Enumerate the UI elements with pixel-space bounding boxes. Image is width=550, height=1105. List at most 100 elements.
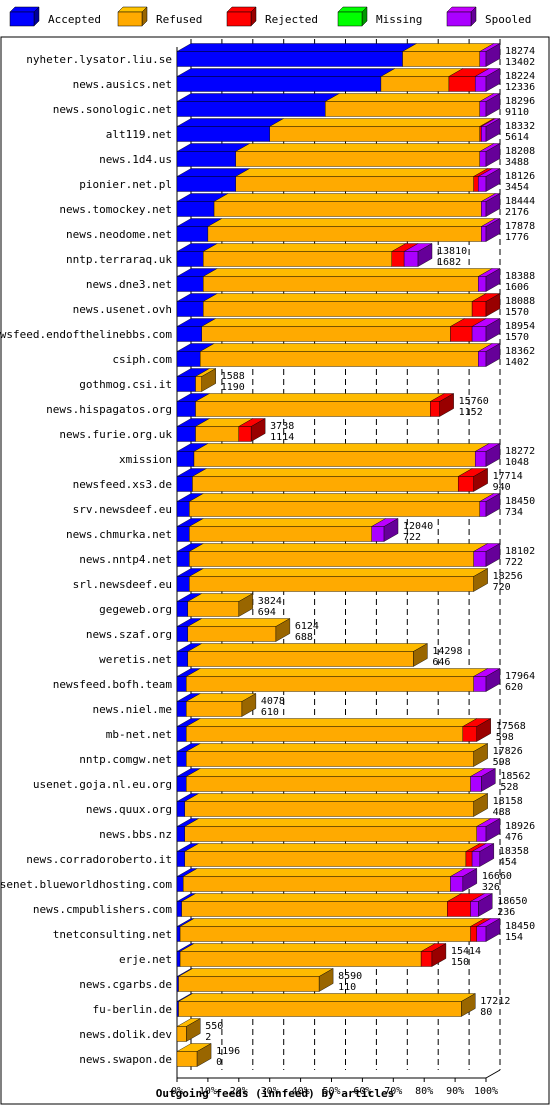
bar-row-4	[176, 143, 501, 167]
category-label: news.usenet.ovh	[73, 303, 172, 316]
bar-side-rejected	[431, 943, 447, 967]
category-label: news.corradoroberto.it	[26, 853, 172, 866]
bar-side-refused	[186, 1018, 201, 1042]
bar-segment-refused	[325, 101, 481, 117]
x-tick-label: 0%	[171, 1086, 183, 1097]
bar-segment-spooled	[479, 501, 487, 517]
x-tick-label: 40%	[292, 1086, 310, 1097]
bar-segment-accepted	[176, 601, 189, 617]
x-tick-label: 30%	[261, 1086, 279, 1097]
bar-row-7	[176, 218, 501, 242]
value-label-accepted: 688	[295, 632, 313, 643]
legend-swatch-missing	[337, 11, 363, 27]
bar-segment-refused	[184, 851, 467, 867]
bar-row-13	[176, 368, 217, 392]
bar-side-refused	[473, 568, 488, 592]
bar-segment-spooled	[473, 676, 487, 692]
bar-row-23	[176, 618, 291, 642]
bar-segment-spooled	[479, 151, 487, 167]
bar-side-spooled	[485, 918, 501, 942]
bar-segment-rejected	[465, 851, 473, 867]
bar-row-26	[176, 693, 257, 717]
value-label-offered: 18126	[505, 171, 535, 182]
value-label-offered: 12040	[403, 521, 433, 532]
bar-segment-refused	[269, 126, 481, 142]
bar-segment-spooled	[479, 101, 487, 117]
value-label-offered: 17878	[505, 221, 535, 232]
bar-side-spooled	[481, 768, 496, 792]
value-label-offered: 18274	[505, 46, 535, 57]
category-label: gegeweb.org	[99, 603, 172, 616]
category-label: fu-berlin.de	[93, 1003, 172, 1016]
bar-segment-accepted	[176, 876, 184, 892]
value-label-accepted: 598	[493, 757, 511, 768]
value-label-offered: 17212	[480, 996, 510, 1007]
bar-top-refused	[179, 918, 486, 927]
bar-side-refused	[461, 993, 476, 1017]
bar-segment-accepted	[176, 401, 196, 417]
bar-segment-refused	[199, 351, 479, 367]
bar-segment-refused	[182, 876, 451, 892]
bar-side-rejected	[485, 293, 501, 317]
bar-row-25	[176, 668, 501, 692]
bar-segment-refused	[176, 1051, 198, 1067]
category-label: alt119.net	[106, 128, 172, 141]
bar-segment-accepted	[176, 851, 185, 867]
category-label: nntp.comgw.net	[79, 753, 172, 766]
value-label-accepted: 5614	[505, 132, 529, 143]
value-label-accepted: 1570	[505, 307, 529, 318]
bar-side-refused	[196, 1043, 212, 1067]
bar-row-15	[176, 418, 266, 442]
bar-segment-rejected	[471, 301, 487, 317]
bar-side-refused	[318, 968, 334, 992]
bar-side-spooled	[478, 893, 493, 917]
value-label-offered: 14298	[432, 646, 462, 657]
bar-side-refused	[275, 618, 291, 642]
value-label-accepted: 2	[205, 1032, 211, 1043]
value-label-offered: 16660	[482, 871, 512, 882]
bar-segment-spooled	[403, 251, 419, 267]
bars	[176, 43, 501, 1067]
bar-segment-refused	[178, 1001, 462, 1017]
value-label-offered: 1196	[216, 1046, 240, 1057]
value-label-offered: 1588	[221, 371, 245, 382]
bar-side-spooled	[485, 668, 501, 692]
bar-segment-accepted	[176, 126, 270, 142]
bar-segment-refused	[187, 651, 414, 667]
value-label-accepted: 1682	[437, 257, 461, 268]
bar-top-refused	[191, 468, 473, 477]
bar-top-refused	[199, 343, 494, 352]
bar-segment-accepted	[176, 526, 190, 542]
category-label: news.niel.me	[93, 703, 172, 716]
bar-side-spooled	[417, 243, 433, 267]
bar-top-refused	[185, 718, 478, 727]
value-label-accepted: 1570	[505, 332, 529, 343]
bar-top-accepted	[176, 68, 396, 77]
category-label: news.dolik.dev	[79, 1028, 172, 1041]
bar-segment-accepted	[176, 151, 236, 167]
value-label-accepted: 1048	[505, 457, 529, 468]
bar-segment-accepted	[176, 651, 189, 667]
bar-top-refused	[200, 318, 466, 327]
value-label-accepted: 110	[338, 982, 356, 993]
bar-segment-rejected	[448, 76, 476, 92]
value-label-accepted: 1776	[505, 232, 529, 243]
bar-row-35	[176, 918, 501, 942]
bar-side-spooled	[485, 543, 501, 567]
bar-side-spooled	[485, 818, 501, 842]
bar-top-refused	[188, 568, 489, 577]
bar-row-22	[176, 593, 254, 617]
value-label-accepted: 3454	[505, 182, 529, 193]
legend-swatch-accepted	[9, 11, 35, 27]
bar-segment-accepted	[176, 726, 187, 742]
value-label-accepted: 1114	[270, 432, 294, 443]
bar-row-1	[176, 68, 501, 92]
value-label-offered: 17964	[505, 671, 535, 682]
bar-row-36	[176, 943, 447, 967]
x-tick-label: 60%	[353, 1086, 371, 1097]
legend-label-rejected: Rejected	[265, 13, 318, 26]
category-label: news.sonologic.net	[53, 103, 172, 116]
bar-row-5	[176, 168, 501, 192]
bar-top-refused	[187, 618, 291, 627]
